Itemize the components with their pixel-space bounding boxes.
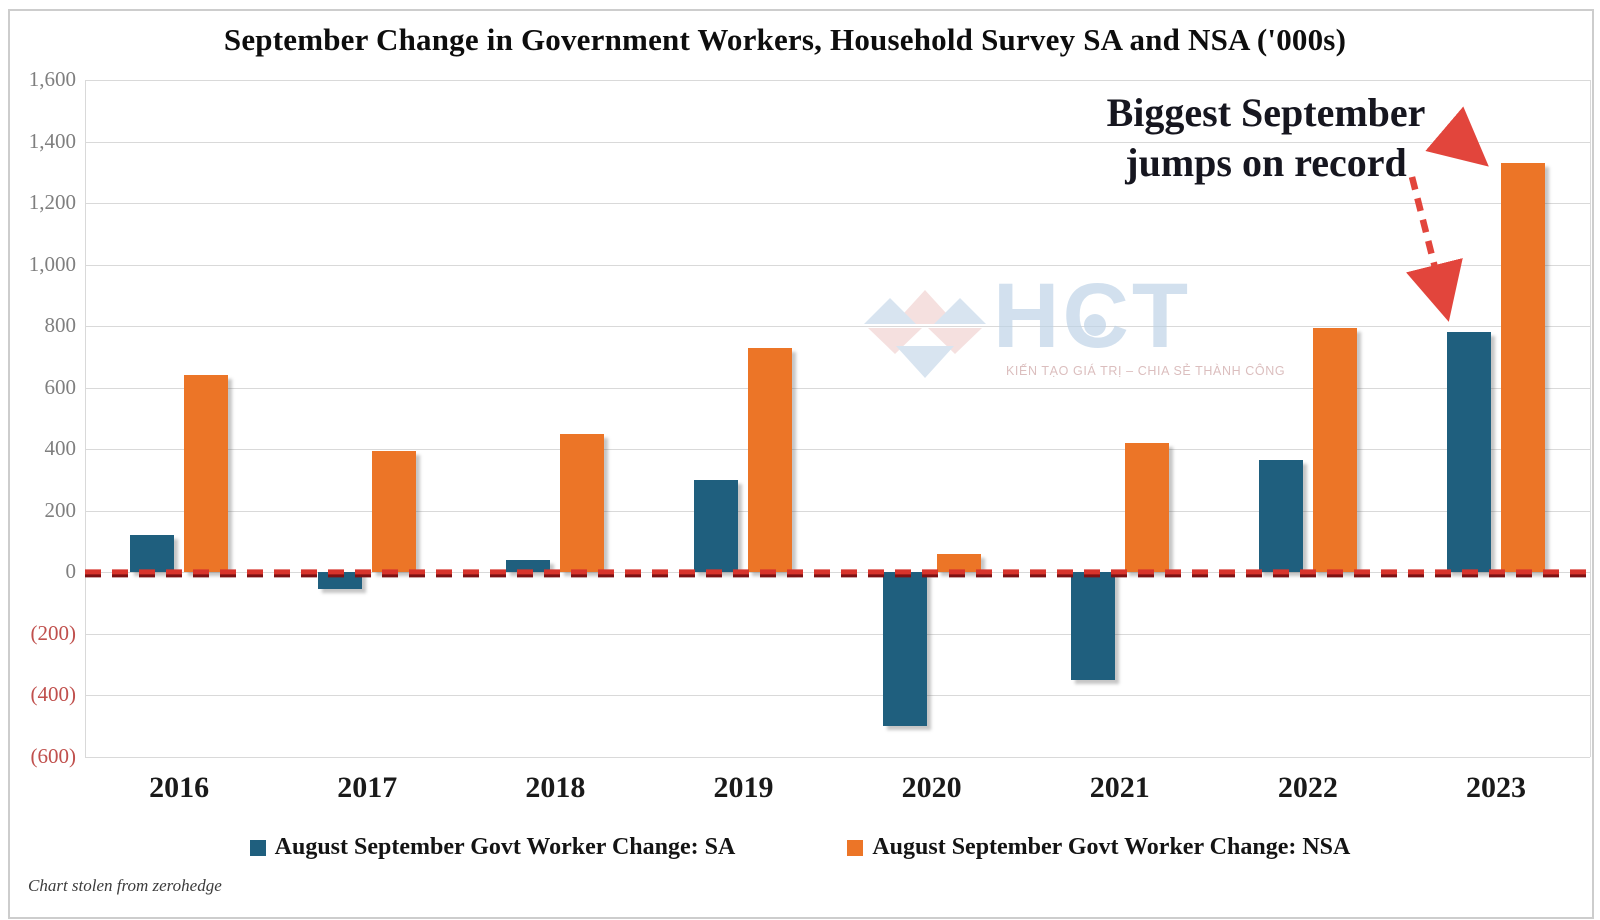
y-axis-tick-label: 600 [44, 374, 77, 399]
gridline [85, 572, 1590, 574]
source-note: Chart stolen from zerohedge [28, 876, 222, 895]
legend-entry-sa: August September Govt Worker Change: SA [249, 834, 736, 861]
gridline [85, 264, 1590, 266]
x-axis-tick-label: 2016 [149, 771, 210, 804]
gridline [85, 80, 1590, 81]
legend: August September Govt Worker Change: SA … [0, 834, 1600, 861]
bar-nsa-2023 [1500, 163, 1545, 573]
gridline [85, 510, 1590, 512]
gridline [85, 449, 1590, 451]
legend-entry-nsa: August September Govt Worker Change: NSA [847, 834, 1350, 861]
x-axis-tick-label: 2021 [1089, 771, 1150, 804]
gridline [85, 757, 1590, 758]
y-axis-tick-label: 1,400 [28, 128, 76, 153]
legend-label-nsa: August September Govt Worker Change: NSA [872, 834, 1351, 860]
y-axis-tick-label: 200 [44, 497, 77, 522]
bar-sa-2019 [694, 480, 739, 573]
bar-sa-2017 [318, 572, 363, 590]
y-axis-tick-label: 0 [65, 559, 77, 584]
x-axis-tick-label: 2019 [713, 771, 774, 804]
gridline [85, 203, 1590, 205]
bar-sa-2016 [130, 535, 175, 573]
bar-nsa-2022 [1312, 327, 1357, 573]
bar-sa-2022 [1258, 460, 1303, 573]
arrow-to-sa-bar [1406, 176, 1463, 322]
annotation-line-1: Biggest September [1106, 90, 1426, 135]
y-axis-tick-label: 1,600 [28, 67, 76, 91]
bar-sa-2018 [506, 560, 551, 573]
x-axis-tick-label: 2017 [337, 771, 398, 804]
bar-sa-2021 [1070, 572, 1115, 681]
watermark-tagline: KIẾN TẠO GIÁ TRỊ – CHIA SẺ THÀNH CÔNG [1006, 364, 1286, 378]
gridline [85, 326, 1590, 328]
y-axis-tick-label: (400) [30, 682, 77, 707]
watermark-c-dot-icon [1084, 314, 1106, 336]
plot-right-border [1590, 80, 1591, 757]
legend-swatch-nsa-icon [847, 839, 864, 856]
annotation-line-2: jumps on record [1125, 140, 1407, 186]
y-axis-tick-label: (200) [30, 620, 77, 645]
y-axis-tick-label: 800 [44, 313, 77, 338]
bar-nsa-2017 [372, 450, 417, 573]
watermark-brand-text: HCT [993, 265, 1192, 367]
y-axis-tick-label: 400 [44, 436, 77, 461]
x-axis-tick-label: 2023 [1465, 771, 1526, 804]
y-axis-tick-label: (600) [30, 744, 77, 768]
bar-sa-2023 [1446, 332, 1491, 573]
plot-left-border [85, 80, 86, 757]
gridline [85, 633, 1590, 635]
legend-label-sa: August September Govt Worker Change: SA [274, 834, 736, 860]
chart-title: September Change in Government Workers, … [223, 22, 1347, 57]
x-axis-tick-label: 2022 [1277, 771, 1338, 804]
legend-swatch-sa-icon [249, 839, 266, 856]
bar-nsa-2016 [184, 375, 229, 573]
gridline [85, 695, 1590, 697]
x-axis-tick-label: 2018 [525, 771, 586, 804]
bar-nsa-2021 [1124, 443, 1169, 573]
bar-nsa-2019 [748, 347, 793, 573]
watermark: HCT KIẾN TẠO GIÁ TRỊ – CHIA SẺ THÀNH CÔN… [860, 265, 1285, 383]
bar-nsa-2018 [560, 433, 605, 573]
x-axis-tick-label: 2020 [901, 771, 962, 804]
gridline [85, 141, 1590, 143]
y-axis-tick-label: 1,200 [28, 190, 76, 215]
bar-nsa-2020 [936, 553, 981, 573]
gem-logo-icon [864, 290, 986, 378]
y-axis-tick-label: 1,000 [28, 251, 76, 276]
annotation-biggest-september: Biggest September jumps on record [1046, 88, 1486, 189]
bar-sa-2020 [882, 572, 927, 727]
gridline [85, 387, 1590, 389]
